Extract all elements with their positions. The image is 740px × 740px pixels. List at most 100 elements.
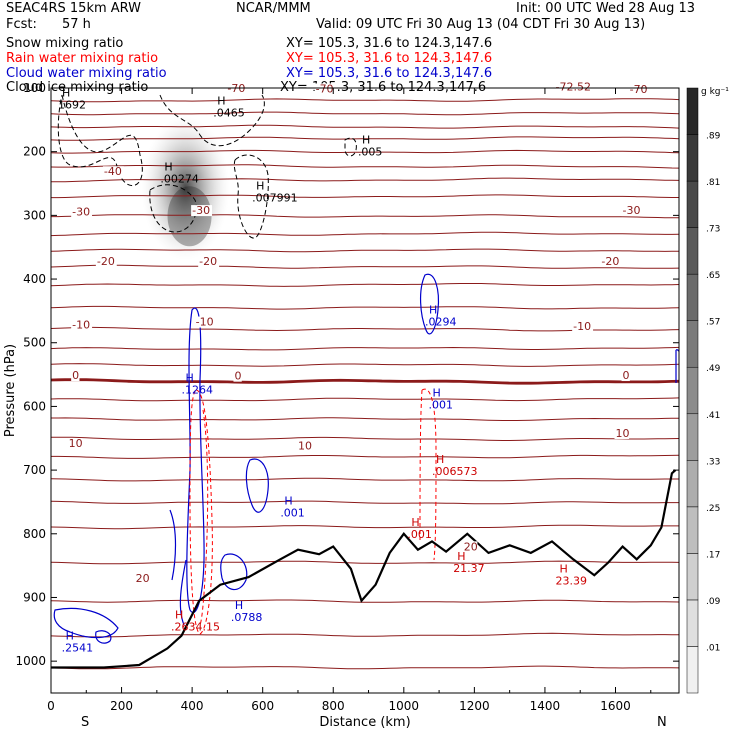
direction-south: S <box>81 715 89 730</box>
isotherm-label: -20 <box>601 255 619 268</box>
isotherm-label: 10 <box>615 427 629 440</box>
x-tick-label: 200 <box>110 699 133 713</box>
max-value-label: .0788 <box>231 611 263 624</box>
isotherm-label-bg <box>71 370 80 382</box>
isotherm-label-bg <box>600 256 622 268</box>
isotherm-label-bg <box>462 541 478 553</box>
isotherm-label: -20 <box>199 255 217 268</box>
x-axis-label: Distance (km) <box>319 715 410 730</box>
cloud-water-contour <box>169 509 187 626</box>
max-value-label: .2541 <box>62 642 94 655</box>
rain-water-contour <box>199 409 209 626</box>
cloud-ice-contour <box>233 154 269 239</box>
isotherm-line <box>51 231 679 237</box>
isotherm-label-bg <box>614 427 630 439</box>
max-value-label: .001 <box>407 528 432 541</box>
isotherm-line <box>51 305 679 310</box>
legend-xy-cloudwater: XY= 105.3, 31.6 to 124.3,147.6 <box>286 66 493 81</box>
isotherm-line <box>51 500 679 505</box>
colorbar-segment <box>686 87 699 135</box>
colorbar-tick-label: .89 <box>706 132 721 142</box>
isotherm-line <box>51 164 679 169</box>
max-value-label: .006573 <box>432 465 478 478</box>
cloud-water-contour <box>420 273 440 335</box>
y-tick-label: 800 <box>23 527 46 541</box>
cloud-water-contour <box>186 307 205 613</box>
snow-shading <box>141 116 230 261</box>
max-value-label: .001 <box>429 398 454 411</box>
isotherm-label-bg <box>191 205 213 217</box>
isotherm-label-bg <box>71 206 93 218</box>
colorbar-tick-label: .57 <box>706 318 720 328</box>
legend-label-snow: Snow mixing ratio <box>6 36 124 51</box>
isotherm-line <box>51 124 679 129</box>
x-tick-label: 400 <box>181 699 204 713</box>
isotherm-label: -10 <box>72 319 90 332</box>
max-marker: H <box>256 179 264 192</box>
isotherm-line <box>51 248 679 253</box>
isotherm-label-bg <box>95 256 117 268</box>
max-marker: H <box>560 563 568 576</box>
colorbar-tick-label: .65 <box>706 271 720 281</box>
colorbar-tick-label: .41 <box>706 411 720 421</box>
isotherm-line <box>51 665 679 670</box>
max-value-label: .2634.15 <box>171 621 220 634</box>
isotherm-label-bg <box>134 573 150 585</box>
colorbar-segment <box>686 366 699 415</box>
terrain-line <box>51 469 677 669</box>
y-tick-label: 100 <box>23 81 46 95</box>
isotherm-label: 0 <box>72 369 79 382</box>
max-marker: H <box>66 630 74 643</box>
isotherm-line <box>51 149 679 154</box>
y-tick-label: 700 <box>23 463 46 477</box>
colorbar-segment <box>686 180 699 228</box>
colorbar-segment <box>686 553 699 601</box>
isotherm-line <box>51 214 679 219</box>
max-value-label: .007991 <box>252 191 298 204</box>
isotherm-label: 10 <box>69 437 83 450</box>
max-value-label: .00274 <box>160 172 199 185</box>
y-tick-label: 1000 <box>15 654 46 668</box>
cloud-ice-contour <box>159 94 265 147</box>
isotherm-line <box>51 194 679 199</box>
colorbar-segment <box>686 134 699 182</box>
isotherm-line <box>51 264 679 269</box>
isotherm-line <box>51 346 679 351</box>
isotherm-line <box>51 477 679 482</box>
isotherm-label: -70 <box>630 83 648 96</box>
max-value-label: .0465 <box>213 107 245 120</box>
isotherm-label: -70 <box>316 82 334 95</box>
legend-xy-rain: XY= 105.3, 31.6 to 124.3,147.6 <box>286 51 493 66</box>
cloud-water-contour <box>245 458 269 513</box>
isotherm-label-bg <box>572 321 594 332</box>
isotherm-label-bg <box>102 166 124 178</box>
cloud-water-contour <box>675 349 679 383</box>
cloud-ice-contour <box>344 137 357 157</box>
colorbar-segment <box>686 460 699 508</box>
y-tick-label: 900 <box>23 590 46 604</box>
init-label: Init: 00 UTC Wed 28 Aug 13 <box>516 1 696 16</box>
max-value-label: .1264 <box>182 384 214 397</box>
max-value-label: 1692 <box>58 98 86 111</box>
colorbar-segment <box>686 599 699 647</box>
isotherm-line <box>51 524 679 530</box>
x-tick-label: 1400 <box>530 699 561 713</box>
legend-xy-snow: XY= 105.3, 31.6 to 124.3,147.6 <box>286 36 493 51</box>
max-value-label: .005 <box>358 146 383 159</box>
max-value-label: 21.37 <box>453 562 485 575</box>
y-tick-label: 200 <box>23 145 46 159</box>
y-tick-label: 400 <box>23 272 46 286</box>
isotherm-label: 20 <box>464 540 478 553</box>
cloud-water-contour <box>53 607 119 639</box>
x-tick-label: 1000 <box>389 699 420 713</box>
max-value-label: .001 <box>280 507 305 520</box>
max-marker: H <box>457 550 465 563</box>
max-marker: H <box>164 160 172 173</box>
max-marker: H <box>433 386 441 399</box>
isotherm-line <box>51 98 679 103</box>
legend-label-cloudwater: Cloud water mixing ratio <box>6 66 167 81</box>
max-value-label: .0294 <box>425 316 457 329</box>
colorbar-segment <box>686 413 699 461</box>
isotherm-line <box>51 632 679 638</box>
